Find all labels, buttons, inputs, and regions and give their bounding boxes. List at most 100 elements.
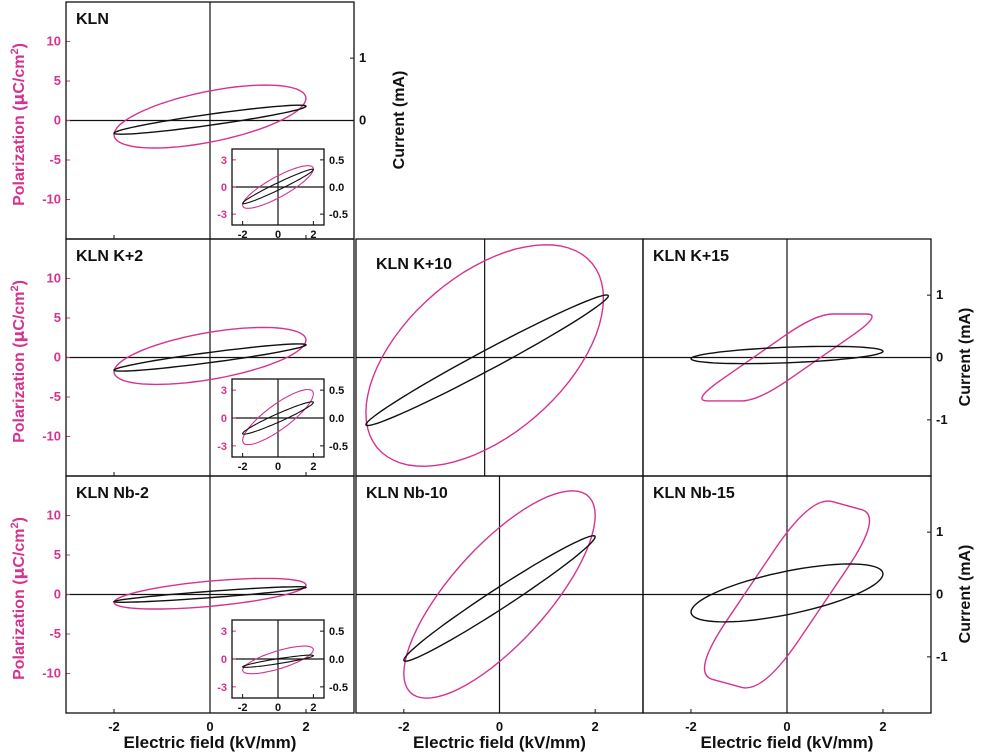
panel-1-ytick-label: 5 bbox=[54, 310, 61, 325]
polarization-label-text: Polarization ( bbox=[11, 579, 28, 680]
polarization-label-text: Polarization ( bbox=[11, 342, 28, 443]
panel-5-xtick-label: -2 bbox=[398, 719, 410, 734]
panel-2-series-1-loop bbox=[365, 294, 610, 427]
panel-4-inset-xtick-label: -2 bbox=[238, 702, 248, 714]
polarization-label-mu: μ bbox=[9, 330, 28, 342]
panel-6-title: KLN Nb-15 bbox=[653, 485, 735, 502]
panel-3-y2tick-label: -1 bbox=[936, 412, 948, 427]
panel-2-series-0-loop bbox=[365, 244, 605, 468]
panel-4-inset-ytick-label: 0 bbox=[221, 654, 227, 666]
panel-6-xaxis-label: Electric field (kV/mm) bbox=[701, 733, 874, 752]
panel-2-title: KLN K+10 bbox=[376, 256, 452, 273]
panel-2: KLN K+10 bbox=[355, 238, 644, 477]
panel-1-inset-ytick-label: 0 bbox=[221, 413, 227, 425]
panel-0-inset-ytick-label: -3 bbox=[217, 209, 227, 221]
panel-3-series-0-loop bbox=[701, 313, 873, 402]
panel-1-inset-xtick-label: 2 bbox=[310, 461, 316, 473]
panel-1-ytick-label: -5 bbox=[49, 389, 61, 404]
panel-5-xtick-label: 0 bbox=[496, 719, 503, 734]
panel-4-inset-series-0-loop bbox=[242, 645, 314, 675]
panel-6-xtick-label: -2 bbox=[685, 719, 697, 734]
panel-4-xtick-label: -2 bbox=[108, 719, 120, 734]
panel-1-inset-series-1-loop bbox=[241, 401, 315, 435]
panel-6-frame bbox=[642, 475, 932, 714]
panel-1-inset-series-0-loop bbox=[242, 388, 314, 446]
panel-4: 10 5 0 -5 -10 KLN Nb-2 3 0 -3 0.5 0.0 -0.5 -2 0 2 bbox=[42, 475, 355, 714]
panel-4-ytick-label: -10 bbox=[42, 666, 61, 681]
panel-3-title: KLN K+15 bbox=[653, 248, 729, 265]
panel-1-inset: 3 0 -3 0.5 0.0 -0.5 -2 0 2 bbox=[217, 378, 348, 473]
panel-0-inset-xtick-label: -2 bbox=[238, 229, 248, 241]
panel-0-inset-y2tick-label: -0.5 bbox=[329, 209, 348, 221]
panel-3-series-1-loop bbox=[690, 345, 884, 365]
polarization-axis-label: Polarization (μC/cm2) bbox=[9, 43, 28, 206]
panel-4-inset-xtick-label: 0 bbox=[275, 702, 281, 714]
panel-0-inset-series-0-loop bbox=[242, 165, 314, 209]
panel-4-ytick-label: 10 bbox=[47, 508, 61, 523]
current-axis-label-top: Current (mA) bbox=[391, 71, 408, 170]
panel-1-series-0-loop bbox=[113, 326, 307, 386]
polarization-label-unit: C/cm bbox=[11, 292, 28, 331]
panel-5-series-1-loop bbox=[403, 534, 596, 662]
polarization-label-close: ) bbox=[11, 43, 28, 48]
polarization-label-close: ) bbox=[11, 517, 28, 522]
panel-6-series-1-loop bbox=[690, 563, 884, 623]
panel-5-xtick-label: 2 bbox=[592, 719, 599, 734]
panel-1-ytick-label: -10 bbox=[42, 429, 61, 444]
panel-4-ytick-label: 5 bbox=[54, 547, 61, 562]
panel-1-series-1-loop bbox=[113, 343, 307, 372]
panel-1-title: KLN K+2 bbox=[76, 248, 143, 265]
polarization-label-sup: 2 bbox=[9, 522, 21, 528]
panel-0-y2tick-label: 1 bbox=[359, 50, 366, 65]
current-axis-label-bottom: Current (mA) bbox=[957, 545, 974, 644]
panel-0-inset-y2tick-label: 0.0 bbox=[329, 182, 344, 194]
panel-0-inset-y2tick-label: 0.5 bbox=[329, 155, 344, 167]
polarization-label-sup: 2 bbox=[9, 285, 21, 291]
panel-1-ytick-label: 0 bbox=[54, 350, 61, 365]
panel-4-inset: 3 0 -3 0.5 0.0 -0.5 -2 0 2 bbox=[217, 619, 348, 714]
panel-6-xtick-label: 2 bbox=[879, 719, 886, 734]
panel-1-inset-y2tick-label: 0.0 bbox=[329, 413, 344, 425]
panel-0-inset-xtick-label: 0 bbox=[275, 229, 281, 241]
panel-1-inset-ytick-label: -3 bbox=[217, 441, 227, 453]
panel-1-ytick-label: 10 bbox=[47, 271, 61, 286]
panel-0-ytick-label: 0 bbox=[54, 113, 61, 128]
panel-0-inset-series-1-loop bbox=[241, 168, 315, 205]
panel-0-title: KLN bbox=[76, 11, 109, 28]
panel-4-xtick-label: 2 bbox=[302, 719, 309, 734]
panel-4-ytick-label: 0 bbox=[54, 587, 61, 602]
panel-4-inset-y2tick-label: 0.0 bbox=[329, 654, 344, 666]
panel-4-title: KLN Nb-2 bbox=[76, 485, 149, 502]
panel-4-inset-ytick-label: 3 bbox=[221, 626, 227, 638]
panel-0-ytick-label: -10 bbox=[42, 192, 61, 207]
panel-4-inset-y2tick-label: 0.5 bbox=[329, 626, 344, 638]
polarization-label-mu: μ bbox=[9, 93, 28, 105]
panel-4-frame bbox=[65, 475, 355, 714]
panel-3-y2tick-label: 1 bbox=[936, 287, 943, 302]
panel-5-series-0-loop bbox=[403, 490, 596, 699]
panel-3-y2tick-label: 0 bbox=[936, 350, 943, 365]
panel-6-y2tick-label: 1 bbox=[936, 524, 943, 539]
polarization-label-mu: μ bbox=[9, 567, 28, 579]
panel-6-y2tick-label: 0 bbox=[936, 587, 943, 602]
panel-0-ytick-label: -5 bbox=[49, 152, 61, 167]
panel-4-xaxis-label: Electric field (kV/mm) bbox=[124, 733, 297, 752]
panel-4-xtick-label: 0 bbox=[206, 719, 213, 734]
panel-3: 1 0 -1 KLN K+15 bbox=[642, 238, 948, 477]
panel-0-inset: 3 0 -3 0.5 0.0 -0.5 -2 0 2 bbox=[217, 148, 348, 241]
panel-1-inset-xtick-label: -2 bbox=[238, 461, 248, 473]
panel-4-ytick-label: -5 bbox=[49, 626, 61, 641]
panel-0-ytick-label: 5 bbox=[54, 73, 61, 88]
panel-0-series-0-loop bbox=[113, 84, 307, 149]
panel-0-inset-frame bbox=[231, 148, 325, 226]
polarization-axis-label: Polarization (μC/cm2) bbox=[9, 280, 28, 443]
panel-0-inset-ytick-label: 3 bbox=[221, 155, 227, 167]
panel-0-y2tick-label: 0 bbox=[359, 113, 366, 128]
panel-6: 1 0 -1 KLN Nb-15 bbox=[642, 475, 948, 714]
panel-6-xtick-label: 0 bbox=[783, 719, 790, 734]
panel-5: KLN Nb-10 bbox=[355, 475, 644, 714]
panel-0-inset-ytick-label: 0 bbox=[221, 182, 227, 194]
panel-4-inset-xtick-label: 2 bbox=[310, 702, 316, 714]
